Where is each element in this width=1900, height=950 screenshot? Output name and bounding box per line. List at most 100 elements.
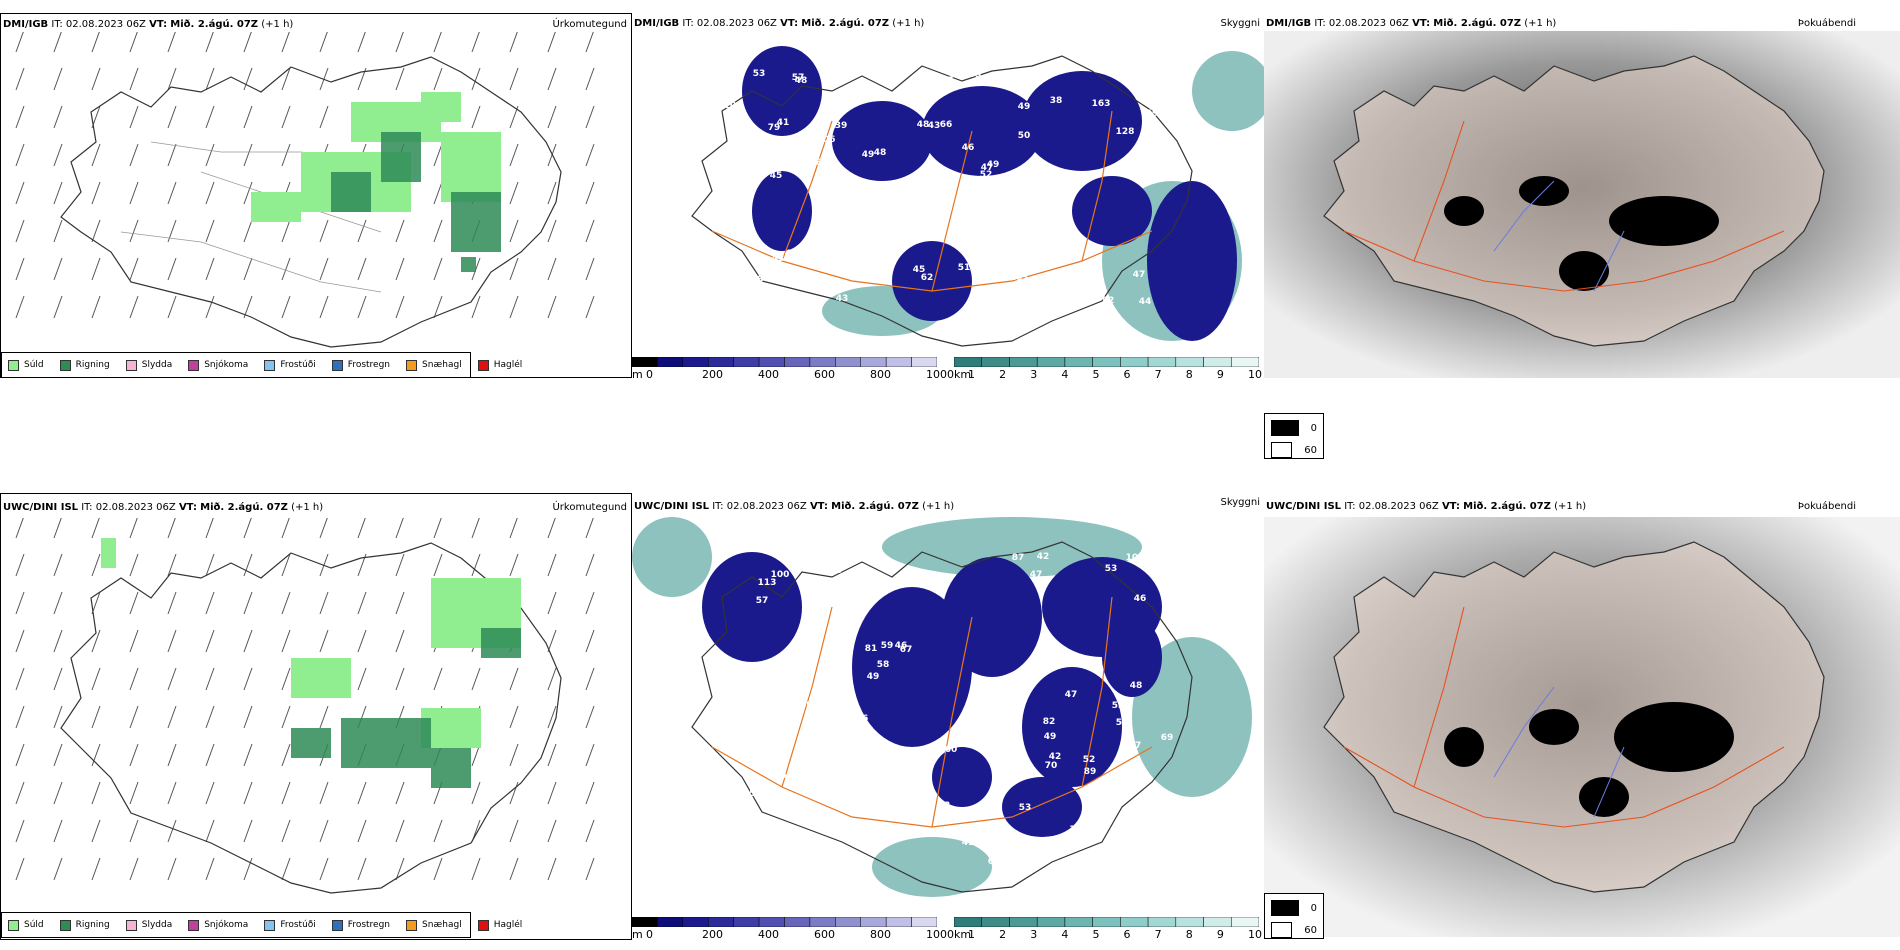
fog-legend-value: 60: [1304, 444, 1317, 456]
cloud-map: 49 50 47 60 67 74 70 47 81 67 57 115 113 330 46 48 60 50 4…: [632, 517, 1252, 897]
wind-barb: [509, 705, 519, 729]
colorbar-segment: [981, 917, 1010, 927]
ceiling-label: 58: [737, 163, 750, 173]
colorbar-unit: km: [954, 928, 972, 940]
colorbar-segment: [1231, 917, 1259, 927]
wind-barb: [433, 295, 443, 319]
colorbar-segment: [1203, 917, 1232, 927]
ceiling-label: 45: [800, 701, 813, 711]
wind-barb: [205, 705, 215, 729]
wind-barb: [243, 143, 253, 167]
vt-value: Mið. 2.ágú. 07Z: [1463, 501, 1551, 512]
wind-barb: [433, 219, 443, 243]
ceiling-label: 128: [1116, 127, 1135, 137]
legend-swatch: [264, 919, 276, 931]
wind-barb: [357, 518, 366, 539]
wind-barb: [281, 257, 291, 281]
wind-barb: [547, 518, 556, 539]
legend-swatch: [477, 359, 489, 371]
wind-barb: [395, 518, 404, 539]
colorbar-tick: 4: [1061, 928, 1069, 940]
wind-barb: [53, 143, 63, 167]
wind-barb: [53, 705, 63, 729]
ceiling-label: 83: [819, 263, 832, 273]
wind-barb: [53, 781, 63, 805]
model-name: UWC/DINI ISL: [3, 502, 79, 513]
ceiling-label: 100: [771, 570, 790, 580]
ceiling-label: 63: [838, 248, 851, 258]
ceiling-label: 33: [938, 801, 951, 811]
wind-barb: [167, 743, 177, 767]
ceiling-label: 107: [1009, 678, 1028, 688]
wind-barb: [129, 518, 138, 539]
ceiling-label: 64: [980, 177, 993, 187]
legend-item: Rigning: [59, 359, 110, 371]
wind-barb: [357, 257, 367, 281]
wind-barb: [357, 219, 367, 243]
wind-barb: [585, 105, 595, 129]
ceiling-label: 115: [753, 704, 772, 714]
wind-barb: [243, 553, 253, 577]
rivers: [1493, 180, 1625, 292]
wind-barb: [395, 629, 405, 653]
ceiling-label: 67: [900, 645, 913, 655]
panel-title: Þokuábendi: [1797, 18, 1856, 29]
ceiling-label: 51: [958, 263, 971, 273]
precip-legend: Súld Rigning Slydda Snjókoma Frostúði Frostre…: [1, 352, 522, 377]
colorbar-segment: [1009, 357, 1038, 367]
wind-barb: [53, 32, 62, 53]
wind-barb: [547, 257, 557, 281]
colorbar-segment: [954, 917, 982, 927]
colorbar-unit: km: [954, 368, 972, 378]
colorbar-tick: 600: [814, 368, 835, 378]
wind-barb: [167, 553, 177, 577]
wind-barb: [53, 257, 63, 281]
ceiling-label: 44: [1139, 297, 1152, 307]
legend-swatch: [125, 359, 137, 371]
wind-barb: [91, 781, 101, 805]
ceiling-label: 39: [823, 276, 836, 286]
fog-map: [1264, 517, 1900, 937]
wind-barb: [281, 143, 291, 167]
wind-barb: [471, 32, 480, 53]
vt-label: VT:: [178, 502, 197, 513]
wind-barb: [585, 591, 595, 615]
model-name: UWC/DINI ISL: [1266, 501, 1342, 512]
precip-panel-row2: UWC/DINI ISL IT: 02.08.2023 06Z VT: Mið.…: [0, 493, 632, 940]
colorbar-tick: 8: [1185, 368, 1193, 378]
rivers: [1493, 686, 1625, 818]
it-value: 02.08.2023 06Z: [726, 501, 807, 512]
wind-barb: [129, 181, 139, 205]
iceland-outline: [60, 542, 562, 894]
wind-barb: [281, 518, 290, 539]
wind-barb: [91, 819, 101, 843]
colorbar-segment: [1175, 357, 1204, 367]
ceiling-label: 47: [785, 249, 798, 259]
ceiling-label: 102: [1126, 553, 1145, 563]
wind-barb: [205, 857, 215, 881]
wind-barb: [243, 518, 252, 539]
wind-barb: [167, 781, 177, 805]
ceiling-label: 330: [1124, 829, 1143, 839]
wind-barb: [129, 105, 139, 129]
colorbar-tick: 2: [999, 928, 1007, 940]
wind-barb: [129, 667, 139, 691]
ceiling-label: 82: [1043, 717, 1056, 727]
wind-barb: [15, 553, 25, 577]
legend-label: Frostúði: [280, 360, 316, 370]
colorbar-km: [954, 917, 1259, 927]
ceiling-label: 43: [928, 121, 941, 131]
ceiling-label: 62: [921, 273, 934, 283]
wind-barb: [319, 257, 329, 281]
wind-barb: [129, 705, 139, 729]
colorbar-segment: [1175, 917, 1204, 927]
wind-barb: [205, 819, 215, 843]
ceiling-label: 57: [1129, 741, 1142, 751]
colorbar-segment: [1092, 917, 1121, 927]
wind-barb: [357, 667, 367, 691]
wind-barb: [547, 553, 557, 577]
ceiling-label: 59: [881, 641, 894, 651]
wind-barb: [53, 819, 63, 843]
ceiling-label: 48: [751, 275, 764, 285]
legend-swatch: [125, 919, 137, 931]
